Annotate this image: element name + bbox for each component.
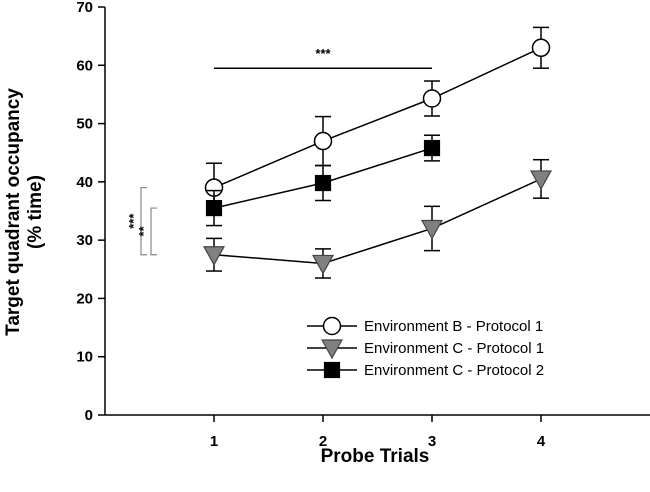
significance-annotations: ******** (126, 46, 432, 256)
data-point (423, 139, 441, 157)
y-tick-label: 0 (85, 407, 93, 424)
x-tick-label: 4 (537, 433, 546, 450)
data-point (313, 131, 333, 151)
x-tick-label: 1 (210, 433, 218, 450)
series-line (213, 47, 542, 189)
legend-item-3: Environment C - Protocol 2 (307, 361, 544, 379)
series-3 (205, 134, 441, 227)
y-tick-label: 70 (76, 0, 93, 16)
y-tick-label: 50 (76, 116, 93, 133)
significance-label: ** (136, 225, 151, 236)
y-tick-label: 40 (76, 174, 93, 191)
data-point (205, 199, 223, 217)
y-tick-label: 30 (76, 232, 93, 249)
legend-label: Environment C - Protocol 1 (364, 340, 544, 357)
legend-marker (322, 316, 342, 336)
legend-marker (320, 339, 344, 360)
series-1 (204, 26, 551, 213)
legend-marker (323, 361, 341, 379)
legend-item-1: Environment B - Protocol 1 (307, 316, 543, 336)
axes: 0 10 20 30 40 50 60 70 1 2 3 4 (76, 0, 650, 450)
significance-label: *** (126, 213, 141, 229)
x-axis-title: Probe Trials (321, 446, 430, 467)
data-point (314, 174, 332, 192)
legend-label: Environment C - Protocol 2 (364, 362, 544, 379)
x-tick-label: 3 (428, 433, 436, 450)
x-tick-label: 2 (319, 433, 327, 450)
data-point (202, 246, 226, 266)
legend-item-2: Environment C - Protocol 1 (307, 339, 544, 360)
data-point (420, 219, 444, 240)
series-2 (202, 158, 553, 279)
legend-label: Environment B - Protocol 1 (364, 318, 543, 335)
significance-bracket (140, 187, 147, 256)
y-tick-label: 60 (76, 57, 93, 74)
significance-label: *** (315, 46, 331, 61)
data-point (422, 89, 442, 108)
data-series (202, 26, 553, 279)
y-tick-label: 20 (76, 290, 93, 307)
data-point (531, 38, 551, 58)
significance-bracket (150, 207, 157, 256)
y-axis-title-line1: Target quadrant occupancy (3, 88, 24, 336)
y-tick-label: 10 (76, 349, 93, 366)
series-line (213, 178, 542, 265)
legend: Environment B - Protocol 1 Environment C … (307, 316, 544, 379)
y-axis-title-line2: (% time) (25, 175, 46, 249)
data-point (529, 170, 553, 191)
data-point (311, 254, 335, 275)
